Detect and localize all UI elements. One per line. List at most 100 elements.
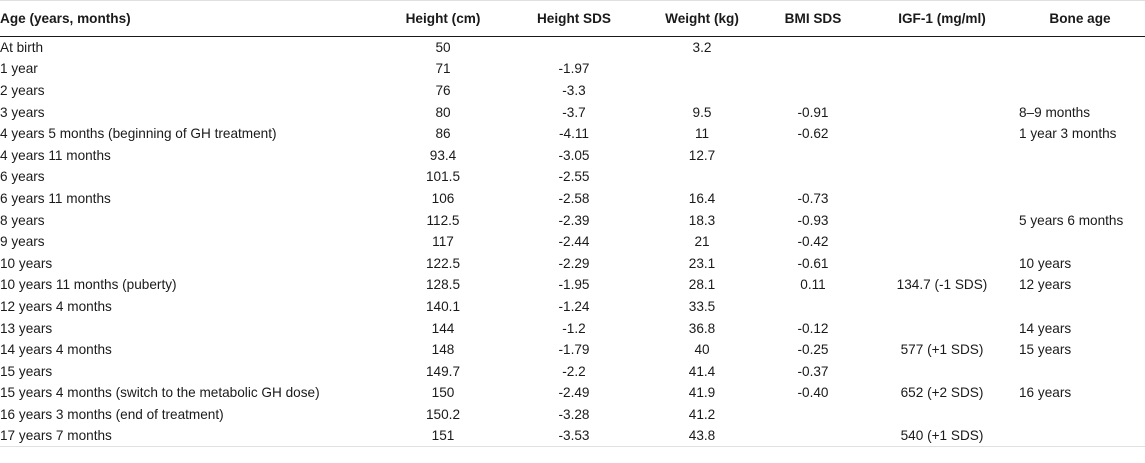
cell-igf1	[869, 144, 1015, 166]
cell-age: 13 years	[0, 320, 53, 336]
cell-height: 128.5	[425, 277, 461, 293]
cell-bmi-sds	[757, 166, 869, 188]
cell-igf1	[869, 252, 1015, 274]
cell-bmi-sds: -0.12	[797, 320, 829, 336]
cell-bmi-sds: -0.42	[797, 234, 829, 250]
table-row: 4 years 11 months 93.4 -3.05 12.7	[0, 144, 1145, 166]
cell-bone-age	[1015, 37, 1145, 59]
cell-igf1: 134.7 (-1 SDS)	[896, 277, 988, 293]
cell-bmi-sds	[757, 425, 869, 448]
cell-weight: 41.4	[688, 363, 716, 379]
header-age: Age (years, months)	[0, 0, 385, 37]
cell-height-sds: -3.3	[562, 82, 586, 98]
cell-bone-age: 15 years	[1019, 342, 1072, 358]
cell-bmi-sds: -0.93	[797, 212, 829, 228]
cell-weight	[647, 166, 757, 188]
cell-height: 151	[385, 425, 501, 448]
table-row: 6 years 101.5 -2.55	[0, 166, 1145, 188]
cell-age: 4 years 11 months	[0, 147, 111, 163]
cell-igf1	[869, 166, 1015, 188]
cell-height: 148	[431, 342, 455, 358]
table-row: 15 years 4 months (switch to the metabol…	[0, 382, 1145, 404]
table-row: 12 years 4 months 140.1 -1.24 33.5	[0, 296, 1145, 318]
cell-bone-age: 14 years	[1019, 320, 1072, 336]
cell-age: 10 years	[0, 255, 53, 271]
cell-age: 3 years	[0, 104, 45, 120]
cell-igf1	[869, 360, 1015, 382]
cell-age: 4 years 5 months (beginning of GH treatm…	[0, 126, 277, 142]
cell-igf1	[869, 37, 1015, 59]
cell-age: 15 years 4 months (switch to the metabol…	[0, 385, 320, 401]
cell-weight: 18.3	[688, 212, 716, 228]
cell-bone-age: 8–9 months	[1019, 104, 1091, 120]
cell-bmi-sds: -0.73	[797, 190, 829, 206]
table-row: 10 years 122.5 -2.29 23.1 -0.61 10 years	[0, 252, 1145, 274]
cell-bone-age: 1 year 3 months	[1019, 126, 1117, 142]
cell-height-sds: -2.58	[558, 190, 590, 206]
cell-weight: 9.5	[692, 104, 712, 120]
cell-height: 80	[435, 104, 451, 120]
table-row: 6 years 11 months 106 -2.58 16.4 -0.73	[0, 188, 1145, 210]
header-weight: Weight (kg)	[647, 0, 757, 37]
cell-height-sds: -3.05	[558, 147, 590, 163]
cell-bmi-sds	[757, 404, 869, 426]
cell-igf1	[869, 317, 1015, 339]
cell-age: 10 years 11 months (puberty)	[0, 277, 177, 293]
cell-weight	[647, 58, 757, 80]
cell-age: 8 years	[0, 212, 45, 228]
cell-igf1	[869, 101, 1015, 123]
cell-bone-age	[1015, 231, 1145, 253]
cell-weight: 16.4	[688, 190, 716, 206]
table-row: 2 years 76 -3.3	[0, 80, 1145, 102]
cell-height-sds: -2.55	[558, 169, 590, 185]
cell-height: 117	[432, 234, 454, 250]
cell-igf1	[869, 80, 1015, 102]
cell-bmi-sds: -0.62	[797, 126, 829, 142]
cell-height-sds: -2.2	[562, 363, 586, 379]
table-row: 13 years 144 -1.2 36.8 -0.12 14 years	[0, 317, 1145, 339]
cell-age: 6 years	[0, 169, 45, 185]
cell-height: 76	[435, 82, 451, 98]
cell-age: 6 years 11 months	[0, 190, 111, 206]
cell-height-sds: -1.24	[558, 298, 590, 314]
cell-bmi-sds: 0.11	[800, 277, 826, 293]
cell-weight: 36.8	[688, 320, 716, 336]
cell-igf1	[869, 209, 1015, 231]
cell-weight: 28.1	[688, 277, 716, 293]
cell-age: 12 years 4 months	[0, 298, 112, 314]
cell-height: 150	[431, 385, 455, 401]
cell-igf1	[869, 123, 1015, 145]
cell-age: 1 year	[0, 61, 38, 77]
cell-igf1: 652 (+2 SDS)	[900, 385, 984, 401]
cell-bone-age: 10 years	[1019, 255, 1072, 271]
cell-bone-age: 16 years	[1019, 385, 1072, 401]
cell-bmi-sds	[757, 37, 869, 59]
cell-bone-age	[1015, 144, 1145, 166]
header-height: Height (cm)	[385, 0, 501, 37]
cell-bmi-sds: -0.25	[797, 342, 829, 358]
table-row: 17 years 7 months 151 -3.53 43.8 540 (+1 SDS…	[0, 425, 1145, 448]
cell-bone-age: 5 years 6 months	[1019, 212, 1124, 228]
table-row: 10 years 11 months (puberty) 128.5 -1.95 28…	[0, 274, 1145, 296]
cell-height-sds: -4.11	[559, 126, 589, 142]
cell-igf1	[869, 296, 1015, 318]
cell-weight: 41.9	[688, 385, 716, 401]
cell-height-sds: -1.79	[558, 342, 590, 358]
cell-age: 9 years	[0, 234, 45, 250]
table-header: Age (years, months) Height (cm) Height SDS…	[0, 0, 1145, 37]
cell-weight: 40	[694, 342, 710, 358]
table-row: 15 years 149.7 -2.2 41.4 -0.37	[0, 360, 1145, 382]
cell-igf1	[869, 188, 1015, 210]
cell-height-sds: -3.7	[562, 104, 586, 120]
growth-table: Age (years, months) Height (cm) Height SDS…	[0, 0, 1145, 448]
cell-age: 17 years 7 months	[0, 425, 385, 448]
cell-bmi-sds: -0.40	[797, 385, 829, 401]
cell-age: 2 years	[0, 82, 45, 98]
cell-weight	[647, 80, 757, 102]
cell-age: 15 years	[0, 363, 53, 379]
table-body: At birth 50 3.2 1 year 71 -1.97 2 years 76 -3.3 3…	[0, 37, 1145, 448]
cell-weight: 23.1	[688, 255, 716, 271]
cell-bmi-sds	[757, 58, 869, 80]
cell-height: 93.4	[429, 147, 457, 163]
cell-height-sds: -2.49	[558, 385, 590, 401]
